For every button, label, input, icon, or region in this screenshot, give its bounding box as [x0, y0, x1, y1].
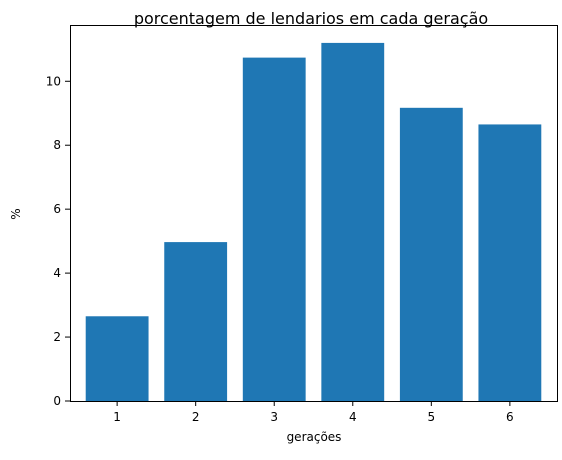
x-axis-ticks: 1 2 3 4 5 6 [113, 401, 514, 424]
bar-5 [399, 107, 463, 402]
bar-3 [242, 57, 306, 401]
chart-title: porcentagem de lendarios em cada geração [134, 9, 488, 28]
x-tick-label: 5 [428, 410, 436, 424]
x-tick-label: 2 [192, 410, 200, 424]
plot-frame [70, 25, 558, 402]
bars-group [85, 42, 542, 402]
y-tick-label: 0 [53, 394, 61, 408]
x-tick-label: 1 [113, 410, 121, 424]
bar-6 [478, 124, 542, 402]
bar-1 [85, 316, 149, 401]
x-tick-label: 6 [506, 410, 514, 424]
x-tick-label: 3 [270, 410, 278, 424]
y-tick-label: 4 [53, 266, 61, 280]
y-axis-ticks: 0 2 4 6 8 10 [46, 74, 70, 408]
bar-2 [164, 242, 228, 401]
y-tick-label: 8 [53, 138, 61, 152]
y-axis-label: % [9, 208, 23, 219]
bar-4 [321, 42, 385, 402]
x-tick-label: 4 [349, 410, 357, 424]
y-tick-label: 10 [46, 74, 61, 88]
y-tick-label: 6 [53, 202, 61, 216]
y-tick-label: 2 [53, 330, 61, 344]
x-axis-label: gerações [287, 430, 342, 444]
